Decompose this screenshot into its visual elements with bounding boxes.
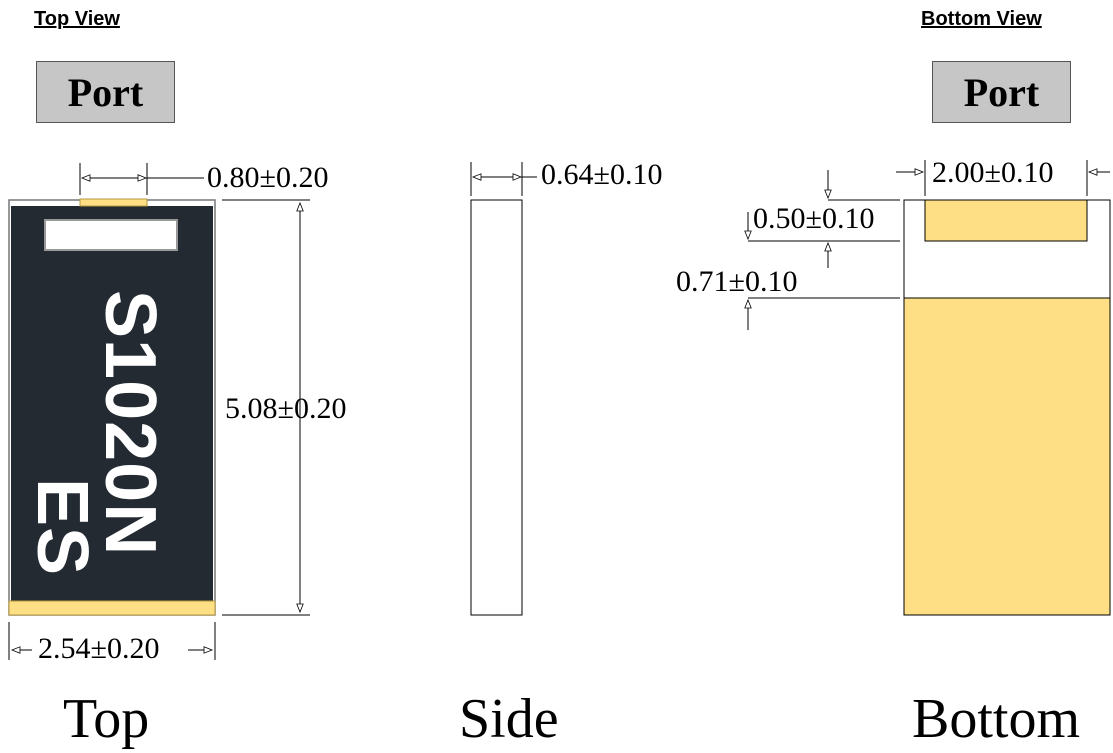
- pin1-marker: [44, 219, 178, 251]
- side-view: [470, 162, 537, 616]
- caption-side: Side: [459, 688, 559, 750]
- top-package-body: [11, 206, 213, 606]
- caption-bottom: Bottom: [912, 688, 1081, 750]
- bottom-large-pad: [903, 297, 1111, 616]
- marking-line1-anchor: S1020N: [90, 290, 170, 556]
- dim-bottom-pad-width: 2.00±0.10: [932, 156, 1054, 189]
- marking-line2-anchor: ES: [22, 478, 102, 576]
- top-port-label: Port: [67, 69, 144, 115]
- dim-package-length: 5.08±0.20: [225, 392, 347, 425]
- device-marking-line1: S1020N: [90, 290, 170, 556]
- dim-pad-gap: 0.71±0.10: [676, 265, 798, 298]
- bottom-small-pad: [924, 199, 1088, 242]
- top-pad-tab: [79, 198, 148, 207]
- bottom-view-heading: Bottom View: [921, 8, 1042, 30]
- bottom-view: [744, 160, 1111, 616]
- caption-top: Top: [63, 688, 150, 750]
- dim-package-thickness: 0.64±0.10: [541, 158, 663, 191]
- dim-package-width: 2.54±0.20: [38, 632, 160, 665]
- side-package-outline: [470, 199, 523, 616]
- dim-small-pad-length: 0.50±0.10: [753, 202, 875, 235]
- top-view-heading: Top View: [34, 8, 120, 30]
- top-port-box: Port: [36, 61, 175, 123]
- bottom-port-label: Port: [963, 69, 1040, 115]
- bottom-port-box: Port: [932, 61, 1071, 123]
- bottom-pad-strip: [8, 600, 216, 616]
- top-view: [8, 163, 310, 660]
- dim-top-pad-width: 0.80±0.20: [207, 161, 329, 194]
- device-marking-line2: ES: [22, 478, 102, 576]
